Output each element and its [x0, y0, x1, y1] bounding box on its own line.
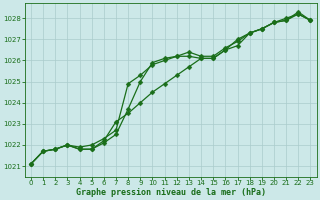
X-axis label: Graphe pression niveau de la mer (hPa): Graphe pression niveau de la mer (hPa): [76, 188, 266, 197]
